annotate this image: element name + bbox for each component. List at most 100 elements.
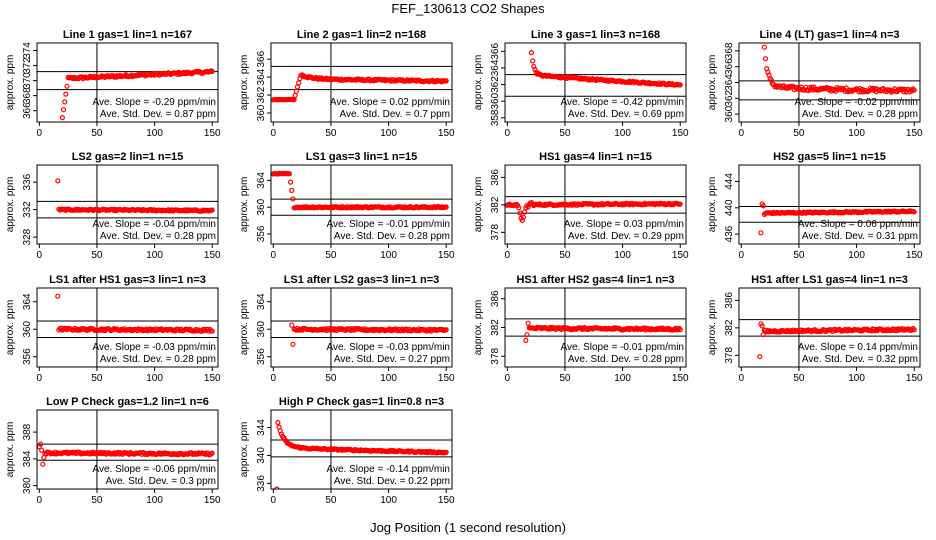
data-point xyxy=(910,86,916,92)
panel-13: Low P Check gas=1.2 lin=1 n=6 0 50 100 150 38… xyxy=(5,396,221,506)
y-tick-label: 378 xyxy=(490,224,501,241)
y-tick-label: 374 xyxy=(22,42,33,59)
data-point xyxy=(761,44,768,50)
panels: Line 1 gas=1 lin=1 n=167 0 50 100 150 366 368 3… xyxy=(5,29,923,506)
stats-line: Ave. Slope = -0.01 ppm/min xyxy=(561,342,685,353)
plot-frame xyxy=(738,164,921,245)
y-tick-label: 360 xyxy=(22,320,33,337)
y-tick-label: 378 xyxy=(724,347,735,364)
x-tick-label: 100 xyxy=(380,250,397,261)
data-points xyxy=(37,441,215,467)
stats-line: Ave. Std. Dev. = 0.69 ppm xyxy=(568,109,684,120)
y-tick-label: 360 xyxy=(256,320,267,337)
stats-line: Ave. Std. Dev. = 0.22 ppm xyxy=(334,476,450,487)
plot-frame xyxy=(36,287,219,368)
x-tick-label: 50 xyxy=(793,373,805,384)
y-tick-label: 436 xyxy=(724,225,735,242)
data-point xyxy=(62,99,68,105)
data-point xyxy=(55,293,61,299)
panel-title: Line 2 gas=1 lin=2 n=168 xyxy=(297,29,426,41)
data-point xyxy=(59,114,66,121)
panel-title: Line 3 gas=1 lin=3 n=168 xyxy=(531,29,660,41)
data-point xyxy=(275,419,281,426)
data-point xyxy=(37,441,44,447)
data-point xyxy=(530,58,536,64)
panel-5: LS2 gas=2 lin=1 n=15 0 50 100 150 328 332 336 ap… xyxy=(5,151,221,261)
data-point xyxy=(290,341,296,347)
stats-line: Ave. Slope = 0.02 ppm/min xyxy=(330,97,450,108)
stats-line: Ave. Slope = -0.06 ppm/min xyxy=(93,464,217,475)
data-point xyxy=(38,447,45,453)
y-axis-label: approx. ppm xyxy=(239,177,250,233)
y-axis-label: approx. ppm xyxy=(707,177,718,233)
y-tick-label: 356 xyxy=(22,348,33,365)
x-tick-label: 150 xyxy=(204,128,221,139)
y-tick-label: 384 xyxy=(22,450,33,467)
panel-7: HS1 gas=4 lin=1 n=15 0 50 100 150 378 382 386 ap… xyxy=(473,151,689,261)
data-point xyxy=(911,209,917,215)
data-point xyxy=(523,337,529,343)
y-axis-label: approx. ppm xyxy=(473,177,484,233)
data-point xyxy=(528,49,535,56)
stats-line: Ave. Std. Dev. = 0.27 ppm xyxy=(334,354,450,365)
data-point xyxy=(760,332,766,338)
y-tick-label: 368 xyxy=(724,42,735,59)
data-point xyxy=(290,196,296,202)
y-axis-label: approx. ppm xyxy=(239,422,250,478)
x-tick-label: 150 xyxy=(672,128,689,139)
y-tick-label: 344 xyxy=(256,419,267,436)
data-point xyxy=(288,179,294,185)
y-axis-label: approx. ppm xyxy=(5,177,16,233)
y-tick-label: 378 xyxy=(490,347,501,364)
x-tick-label: 0 xyxy=(739,250,745,261)
data-point xyxy=(274,486,280,489)
data-point xyxy=(762,56,769,62)
y-tick-label: 364 xyxy=(256,68,267,85)
panel-title: Line 1 gas=1 lin=1 n=167 xyxy=(63,29,192,41)
y-tick-label: 336 xyxy=(22,173,33,190)
y-tick-label: 336 xyxy=(256,475,267,492)
data-point xyxy=(808,84,815,90)
panel-12: HS1 after LS1 gas=4 lin=1 n=3 0 50 100 150 37… xyxy=(707,274,923,384)
x-tick-label: 0 xyxy=(739,373,745,384)
y-axis-label: approx. ppm xyxy=(5,300,16,356)
x-tick-label: 0 xyxy=(505,250,511,261)
panel-11: HS1 after HS2 gas=4 lin=1 n=3 0 50 100 150 37… xyxy=(473,274,689,384)
y-tick-label: 362 xyxy=(724,90,735,107)
data-points xyxy=(761,44,917,95)
data-points xyxy=(523,320,683,343)
data-points xyxy=(59,68,215,121)
x-tick-label: 150 xyxy=(672,250,689,261)
x-tick-label: 50 xyxy=(793,128,805,139)
y-tick-label: 386 xyxy=(490,290,501,307)
x-tick-label: 100 xyxy=(146,128,163,139)
data-point xyxy=(293,88,299,94)
y-axis-label: approx. ppm xyxy=(5,55,16,111)
panel-4: Line 4 (LT) gas=1 lin=4 n=30 50 100 1503603… xyxy=(707,29,923,139)
y-tick-label: 382 xyxy=(724,319,735,336)
panel-title: LS2 gas=2 lin=1 n=15 xyxy=(72,151,184,163)
data-point xyxy=(532,66,538,73)
plot-frame xyxy=(36,42,219,123)
y-tick-label: 360 xyxy=(724,105,735,122)
panel-9: LS1 after HS1 gas=3 lin=1 n=3 0 50 100 150 35… xyxy=(5,274,221,384)
x-tick-label: 100 xyxy=(380,128,397,139)
x-tick-label: 100 xyxy=(848,128,865,139)
x-tick-label: 150 xyxy=(204,373,221,384)
panel-title: LS1 after LS2 gas=3 lin=1 n=3 xyxy=(284,274,440,286)
data-points xyxy=(271,72,449,103)
data-point xyxy=(525,320,531,326)
y-tick-label: 366 xyxy=(490,43,501,60)
data-point xyxy=(443,78,449,84)
x-tick-label: 100 xyxy=(614,128,631,139)
stats-line: Ave. Slope = -0.03 ppm/min xyxy=(327,342,451,353)
stats-line: Ave. Std. Dev. = 0.87 ppm xyxy=(100,109,216,120)
x-tick-label: 0 xyxy=(271,250,277,261)
x-tick-label: 100 xyxy=(614,373,631,384)
x-tick-label: 50 xyxy=(559,373,571,384)
y-tick-label: 364 xyxy=(724,74,735,91)
x-tick-label: 100 xyxy=(380,495,397,506)
plot-frame xyxy=(36,164,219,245)
x-tick-label: 150 xyxy=(906,128,923,139)
